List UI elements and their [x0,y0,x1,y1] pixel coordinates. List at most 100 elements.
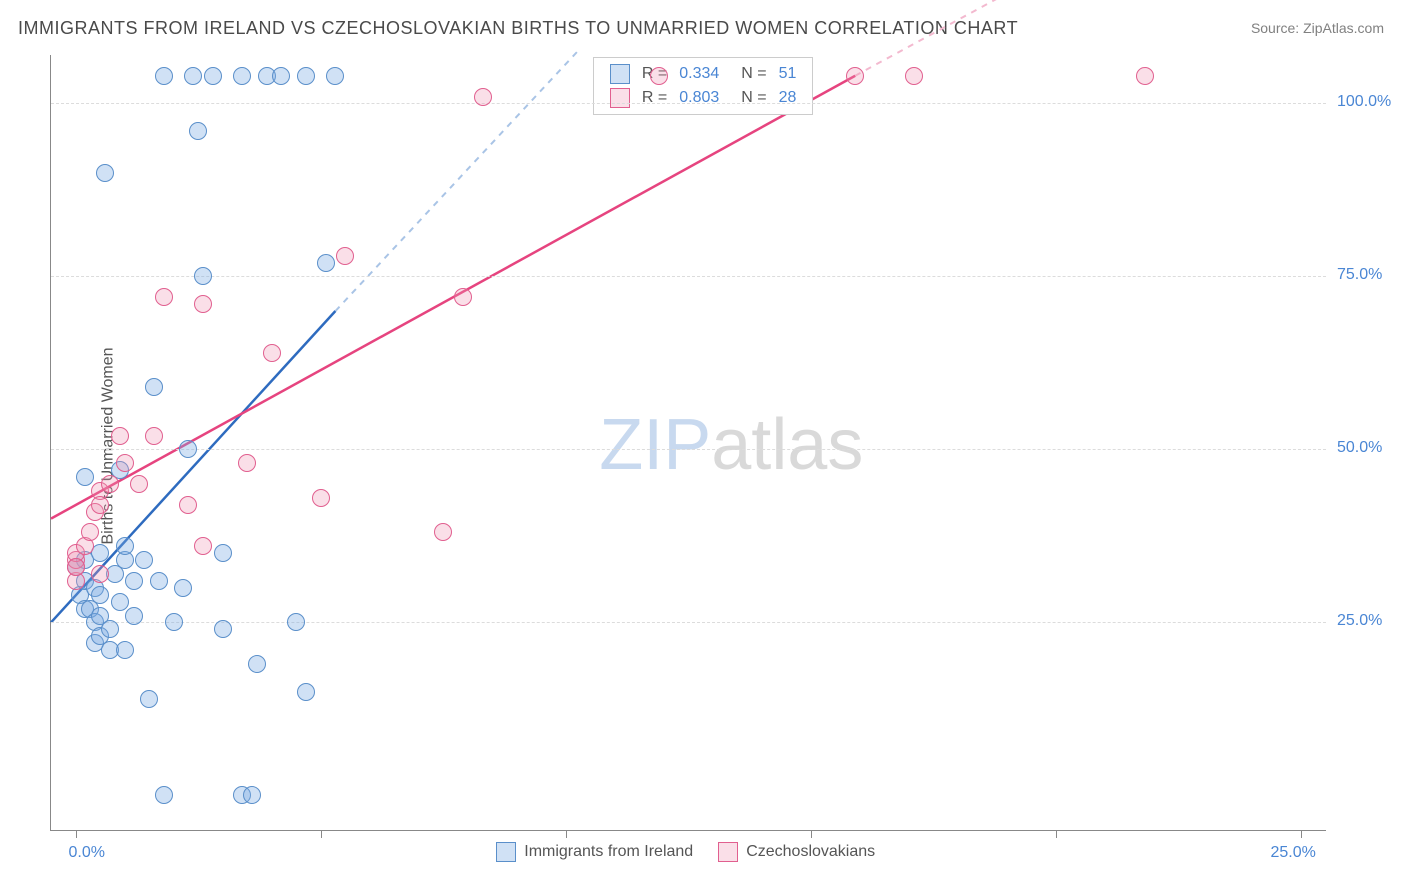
scatter-point-czech [81,523,99,541]
scatter-point-ireland [194,267,212,285]
scatter-point-ireland [317,254,335,272]
scatter-point-ireland [248,655,266,673]
scatter-point-ireland [116,641,134,659]
scatter-point-czech [91,496,109,514]
x-tick [76,830,77,838]
legend-N-value-czech: 28 [773,86,803,110]
regression-lines [51,55,1326,830]
scatter-point-ireland [96,164,114,182]
scatter-point-ireland [150,572,168,590]
scatter-point-czech [238,454,256,472]
legend-swatch-czech [718,842,738,862]
source-link[interactable]: ZipAtlas.com [1303,20,1384,36]
source-attribution: Source: ZipAtlas.com [1251,20,1384,36]
scatter-point-czech [111,427,129,445]
scatter-point-ireland [214,544,232,562]
x-tick [566,830,567,838]
legend-swatch-czech [610,88,630,108]
watermark: ZIPatlas [599,404,863,486]
series-legend: Immigrants from Ireland Czechoslovakians [496,842,875,862]
legend-label-ireland: Immigrants from Ireland [524,843,693,861]
scatter-point-czech [650,67,668,85]
scatter-point-czech [434,523,452,541]
scatter-point-ireland [125,572,143,590]
scatter-point-czech [474,88,492,106]
scatter-point-ireland [135,551,153,569]
legend-swatch-ireland [610,64,630,84]
scatter-point-czech [194,295,212,313]
scatter-point-czech [145,427,163,445]
scatter-point-ireland [272,67,290,85]
scatter-point-czech [1136,67,1154,85]
scatter-point-ireland [297,67,315,85]
scatter-point-ireland [101,620,119,638]
legend-item-ireland: Immigrants from Ireland [496,842,693,862]
chart-title: IMMIGRANTS FROM IRELAND VS CZECHOSLOVAKI… [18,18,1018,39]
scatter-point-ireland [125,607,143,625]
scatter-point-ireland [214,620,232,638]
x-tick [1301,830,1302,838]
legend-N-label: N = [725,62,772,86]
scatter-point-ireland [189,122,207,140]
legend-swatch-ireland [496,842,516,862]
legend-R-value-czech: 0.803 [673,86,725,110]
legend-R-value-ireland: 0.334 [673,62,725,86]
regression-extrapolation-ireland [335,48,580,311]
scatter-point-ireland [184,67,202,85]
scatter-point-ireland [326,67,344,85]
scatter-point-ireland [165,613,183,631]
gridline [51,103,1326,104]
y-tick-label: 75.0% [1337,266,1382,284]
scatter-point-ireland [91,586,109,604]
gridline [51,449,1326,450]
scatter-point-czech [67,558,85,576]
stats-legend: R =0.334N =51R =0.803N =28 [593,57,814,115]
watermark-zip: ZIP [599,405,711,485]
scatter-point-czech [336,247,354,265]
scatter-point-czech [179,496,197,514]
scatter-point-ireland [116,537,134,555]
scatter-point-czech [846,67,864,85]
scatter-point-ireland [287,613,305,631]
scatter-point-czech [116,454,134,472]
scatter-point-czech [91,565,109,583]
x-tick [321,830,322,838]
legend-label-czech: Czechoslovakians [746,843,875,861]
scatter-point-ireland [174,579,192,597]
legend-item-czech: Czechoslovakians [718,842,875,862]
scatter-point-ireland [179,440,197,458]
scatter-point-czech [454,288,472,306]
x-tick-label: 0.0% [69,844,105,862]
x-tick-label: 25.0% [1270,844,1315,862]
gridline [51,276,1326,277]
scatter-point-czech [263,344,281,362]
legend-N-value-ireland: 51 [773,62,803,86]
y-tick-label: 50.0% [1337,439,1382,457]
x-tick [811,830,812,838]
scatter-point-ireland [111,593,129,611]
scatter-point-ireland [204,67,222,85]
scatter-point-czech [312,489,330,507]
scatter-point-czech [905,67,923,85]
scatter-point-czech [130,475,148,493]
scatter-plot: ZIPatlas R =0.334N =51R =0.803N =28 [50,55,1326,831]
scatter-point-ireland [297,683,315,701]
legend-N-label: N = [725,86,772,110]
scatter-point-ireland [243,786,261,804]
scatter-point-czech [101,475,119,493]
source-prefix: Source: [1251,20,1303,36]
x-tick [1056,830,1057,838]
y-tick-label: 25.0% [1337,612,1382,630]
scatter-point-ireland [76,468,94,486]
gridline [51,622,1326,623]
watermark-atlas: atlas [711,405,863,485]
scatter-point-ireland [155,786,173,804]
y-tick-label: 100.0% [1337,93,1391,111]
scatter-point-ireland [155,67,173,85]
scatter-point-ireland [233,67,251,85]
scatter-point-czech [155,288,173,306]
scatter-point-ireland [140,690,158,708]
scatter-point-czech [194,537,212,555]
legend-R-label: R = [636,86,673,110]
scatter-point-ireland [145,378,163,396]
